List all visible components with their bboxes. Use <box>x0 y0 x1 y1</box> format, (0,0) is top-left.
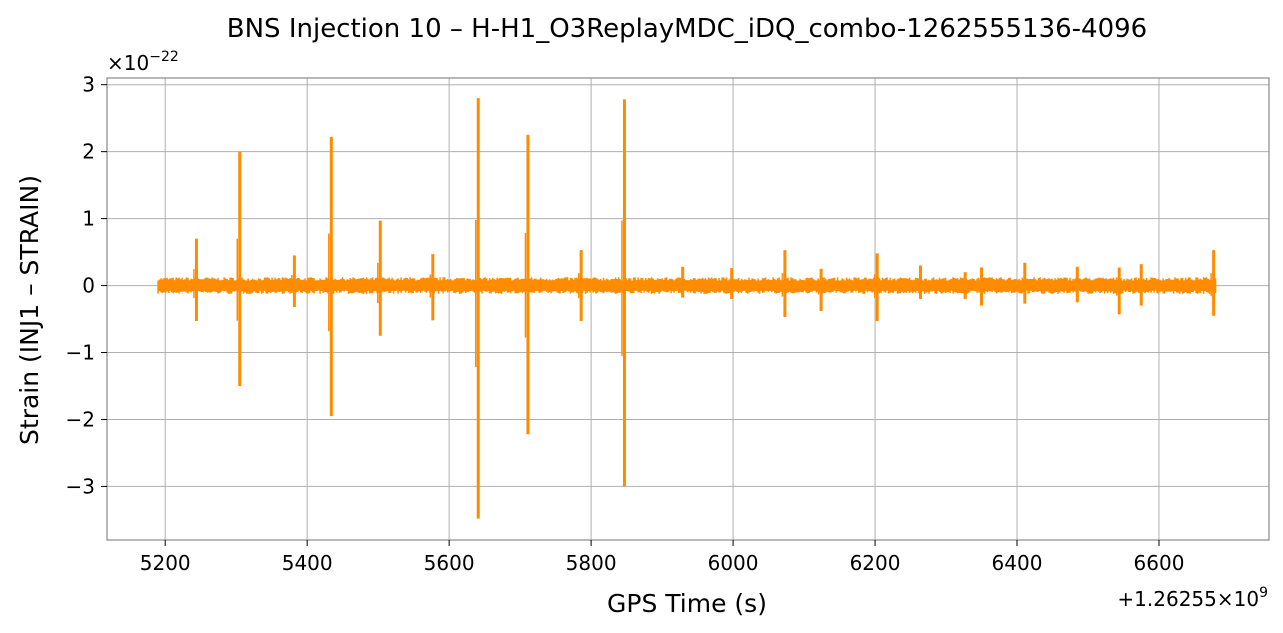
x-offset-exponent: 9 <box>1259 585 1268 601</box>
x-tick-label: 6200 <box>850 551 901 575</box>
y-tick-label: −3 <box>66 474 95 498</box>
x-tick-label: 6600 <box>1134 551 1185 575</box>
y-axis-label: Strain (INJ1 – STRAIN) <box>15 175 44 445</box>
y-tick-label: −1 <box>66 341 95 365</box>
plot-frame <box>106 77 1270 541</box>
y-tick-label: 2 <box>82 140 95 164</box>
y-tick-label: 0 <box>82 274 95 298</box>
axis-ticks: 5200 5400 5600 5800 6000 6200 6400 6600 3 2 1 0 −1 −2… <box>66 73 1185 575</box>
x-tick-label: 6400 <box>992 551 1043 575</box>
x-tick-label: 6000 <box>708 551 759 575</box>
data-series <box>157 98 1217 519</box>
x-offset-factor: +1.26255×109 <box>1117 585 1268 611</box>
x-offset-base: +1.26255×10 <box>1117 587 1259 611</box>
x-tick-label: 5200 <box>140 551 191 575</box>
y-tick-label: 1 <box>82 207 95 231</box>
y-tick-label: 3 <box>82 73 95 97</box>
grid-lines <box>107 78 1269 540</box>
y-scale-base: ×10 <box>107 51 149 75</box>
x-tick-label: 5800 <box>566 551 617 575</box>
y-scale-factor: ×10−22 <box>107 49 179 75</box>
strain-baseline-noise <box>157 277 1217 294</box>
chart-title: BNS Injection 10 – H-H1_O3ReplayMDC_iDQ_… <box>227 14 1147 44</box>
x-tick-label: 5600 <box>424 551 475 575</box>
x-axis-label: GPS Time (s) <box>607 589 767 618</box>
x-tick-label: 5400 <box>282 551 333 575</box>
y-tick-label: −2 <box>66 407 95 431</box>
y-scale-exponent: −22 <box>149 49 179 65</box>
